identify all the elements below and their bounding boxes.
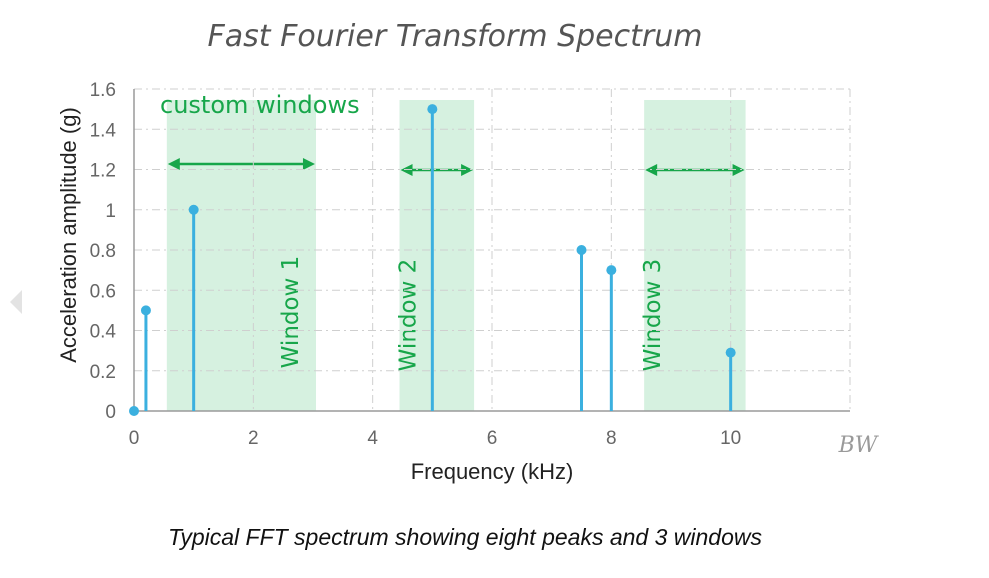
- y-axis-label: Acceleration amplitude (g): [56, 107, 81, 363]
- annotation-custom-windows: custom windows: [160, 91, 360, 119]
- y-tick-label: 0.4: [90, 322, 117, 343]
- window-region-2: [399, 100, 475, 411]
- chart-title: Fast Fourier Transform Spectrum: [208, 19, 703, 54]
- window-regions: Window 1 Window 2 Window 3: [166, 100, 746, 411]
- stem-marker-4: [576, 245, 587, 255]
- stem-marker-1: [140, 305, 151, 316]
- y-tick-label: 1: [105, 201, 116, 222]
- y-tick-label: 1.6: [90, 80, 116, 101]
- stem-marker-5: [606, 265, 617, 276]
- x-tick-label: 2: [248, 428, 259, 449]
- y-tick-label: 0: [105, 402, 116, 423]
- window-arrow-right-icon-3: [732, 164, 745, 176]
- stem-marker-2: [188, 204, 199, 215]
- window-label-2: Window 2: [396, 259, 422, 372]
- bw-label: BW: [838, 433, 880, 458]
- stem-marker-3: [427, 104, 438, 115]
- y-tick-label: 0.8: [90, 241, 116, 262]
- window-arrow-right-icon-1: [302, 158, 315, 170]
- x-tick-label: 10: [720, 428, 741, 449]
- window-arrow-right-icon-2: [461, 164, 474, 176]
- figure-caption: Typical FFT spectrum showing eight peaks…: [167, 524, 762, 550]
- tick-labels: 0 0.2 0.4 0.6 0.8 1 1.2 1.4 1.6 0 2 4 6 8 10: [90, 80, 742, 449]
- stem-marker-6: [725, 347, 736, 358]
- window-label-3: Window 3: [640, 259, 666, 372]
- x-tick-label: 4: [367, 428, 378, 449]
- stems: [129, 104, 736, 416]
- left-nav-arrow-icon[interactable]: [10, 290, 22, 314]
- y-tick-label: 1.4: [90, 120, 117, 141]
- x-tick-label: 0: [129, 428, 140, 449]
- x-tick-label: 6: [487, 428, 498, 449]
- window-region-1: [166, 100, 316, 411]
- stem-marker-0: [129, 406, 139, 416]
- window-label-1: Window 1: [278, 256, 304, 369]
- window-arrow-left-icon-1: [167, 158, 180, 170]
- y-tick-label: 1.2: [90, 161, 116, 182]
- y-tick-label: 0.2: [90, 362, 116, 383]
- window-region-3: [644, 100, 746, 411]
- x-tick-label: 8: [606, 428, 617, 449]
- y-tick-label: 0.6: [90, 281, 116, 302]
- x-axis-label: Frequency (kHz): [411, 459, 574, 484]
